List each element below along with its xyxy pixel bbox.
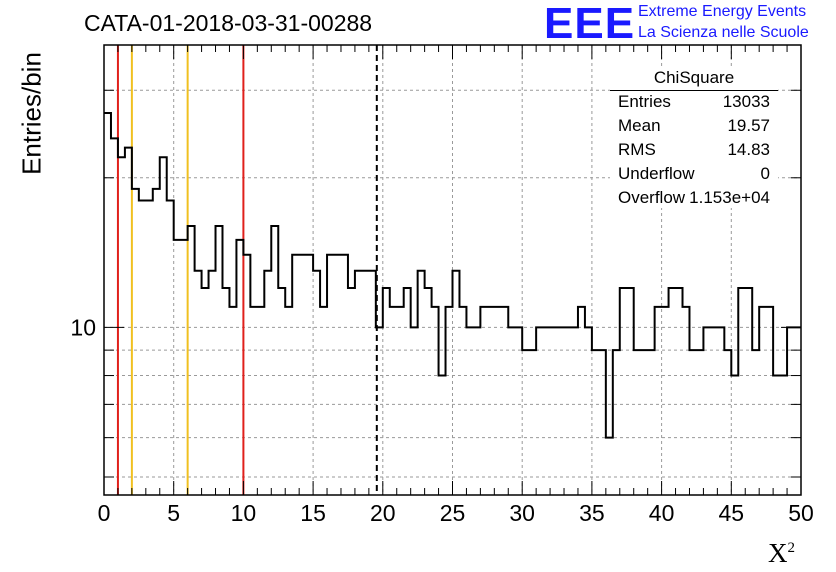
x-axis-label-superscript: 2	[787, 540, 796, 556]
stats-row-mean: Mean 19.57	[618, 116, 770, 138]
stats-value: 19.57	[727, 116, 770, 135]
x-tick-label: 15	[300, 500, 326, 526]
x-tick-label: 50	[788, 500, 814, 526]
y-tick-label: 10	[70, 314, 96, 340]
stats-value: 13033	[722, 92, 770, 111]
x-tick-label: 5	[167, 500, 180, 526]
stats-key: Overflow	[618, 188, 686, 207]
chart-title: CATA-01-2018-03-31-00288	[84, 10, 373, 36]
x-tick-label: 0	[98, 500, 111, 526]
x-tick-label: 45	[719, 500, 745, 526]
eee-logo: EEE	[544, 0, 636, 48]
stats-box-title: ChiSquare	[653, 68, 735, 87]
stats-key: RMS	[618, 140, 656, 159]
stats-value: 14.83	[727, 140, 770, 159]
stats-value: 0	[760, 164, 770, 183]
stats-row-entries: Entries 13033	[618, 92, 770, 114]
x-tick-label: 20	[370, 500, 396, 526]
grid-lines	[104, 45, 801, 495]
stats-key: Entries	[618, 92, 671, 111]
stats-key: Underflow	[618, 164, 695, 183]
stats-box-divider	[610, 90, 778, 91]
axis-tick-labels: 0 5 10 15 20 25 30 35 40 45 50 10	[70, 314, 813, 526]
plot-frame	[103, 44, 802, 496]
logo-text-line-2: La Scienza nelle Scuole	[638, 24, 809, 41]
histogram-series	[104, 112, 801, 439]
stats-row-rms: RMS 14.83	[618, 140, 770, 162]
y-axis-label: Entries/bin	[16, 52, 47, 175]
x-axis-label-text: X	[768, 538, 788, 568]
stats-row-underflow: Underflow 0	[618, 164, 770, 186]
axis-ticks	[104, 45, 801, 495]
stats-value: 1.153e+04	[689, 188, 770, 207]
logo-text-line-1: Extreme Energy Events	[638, 3, 807, 20]
stats-row-overflow: Overflow 1.153e+04	[618, 188, 770, 210]
x-tick-label: 30	[509, 500, 535, 526]
x-tick-label: 25	[440, 500, 466, 526]
x-tick-label: 10	[231, 500, 257, 526]
x-axis-label: X2	[768, 538, 795, 569]
stats-box: ChiSquare Entries 13033 Mean 19.57 RMS 1…	[610, 66, 778, 208]
x-tick-label: 35	[579, 500, 605, 526]
x-tick-label: 40	[649, 500, 675, 526]
stats-key: Mean	[618, 116, 661, 135]
reference-lines	[116, 45, 378, 495]
